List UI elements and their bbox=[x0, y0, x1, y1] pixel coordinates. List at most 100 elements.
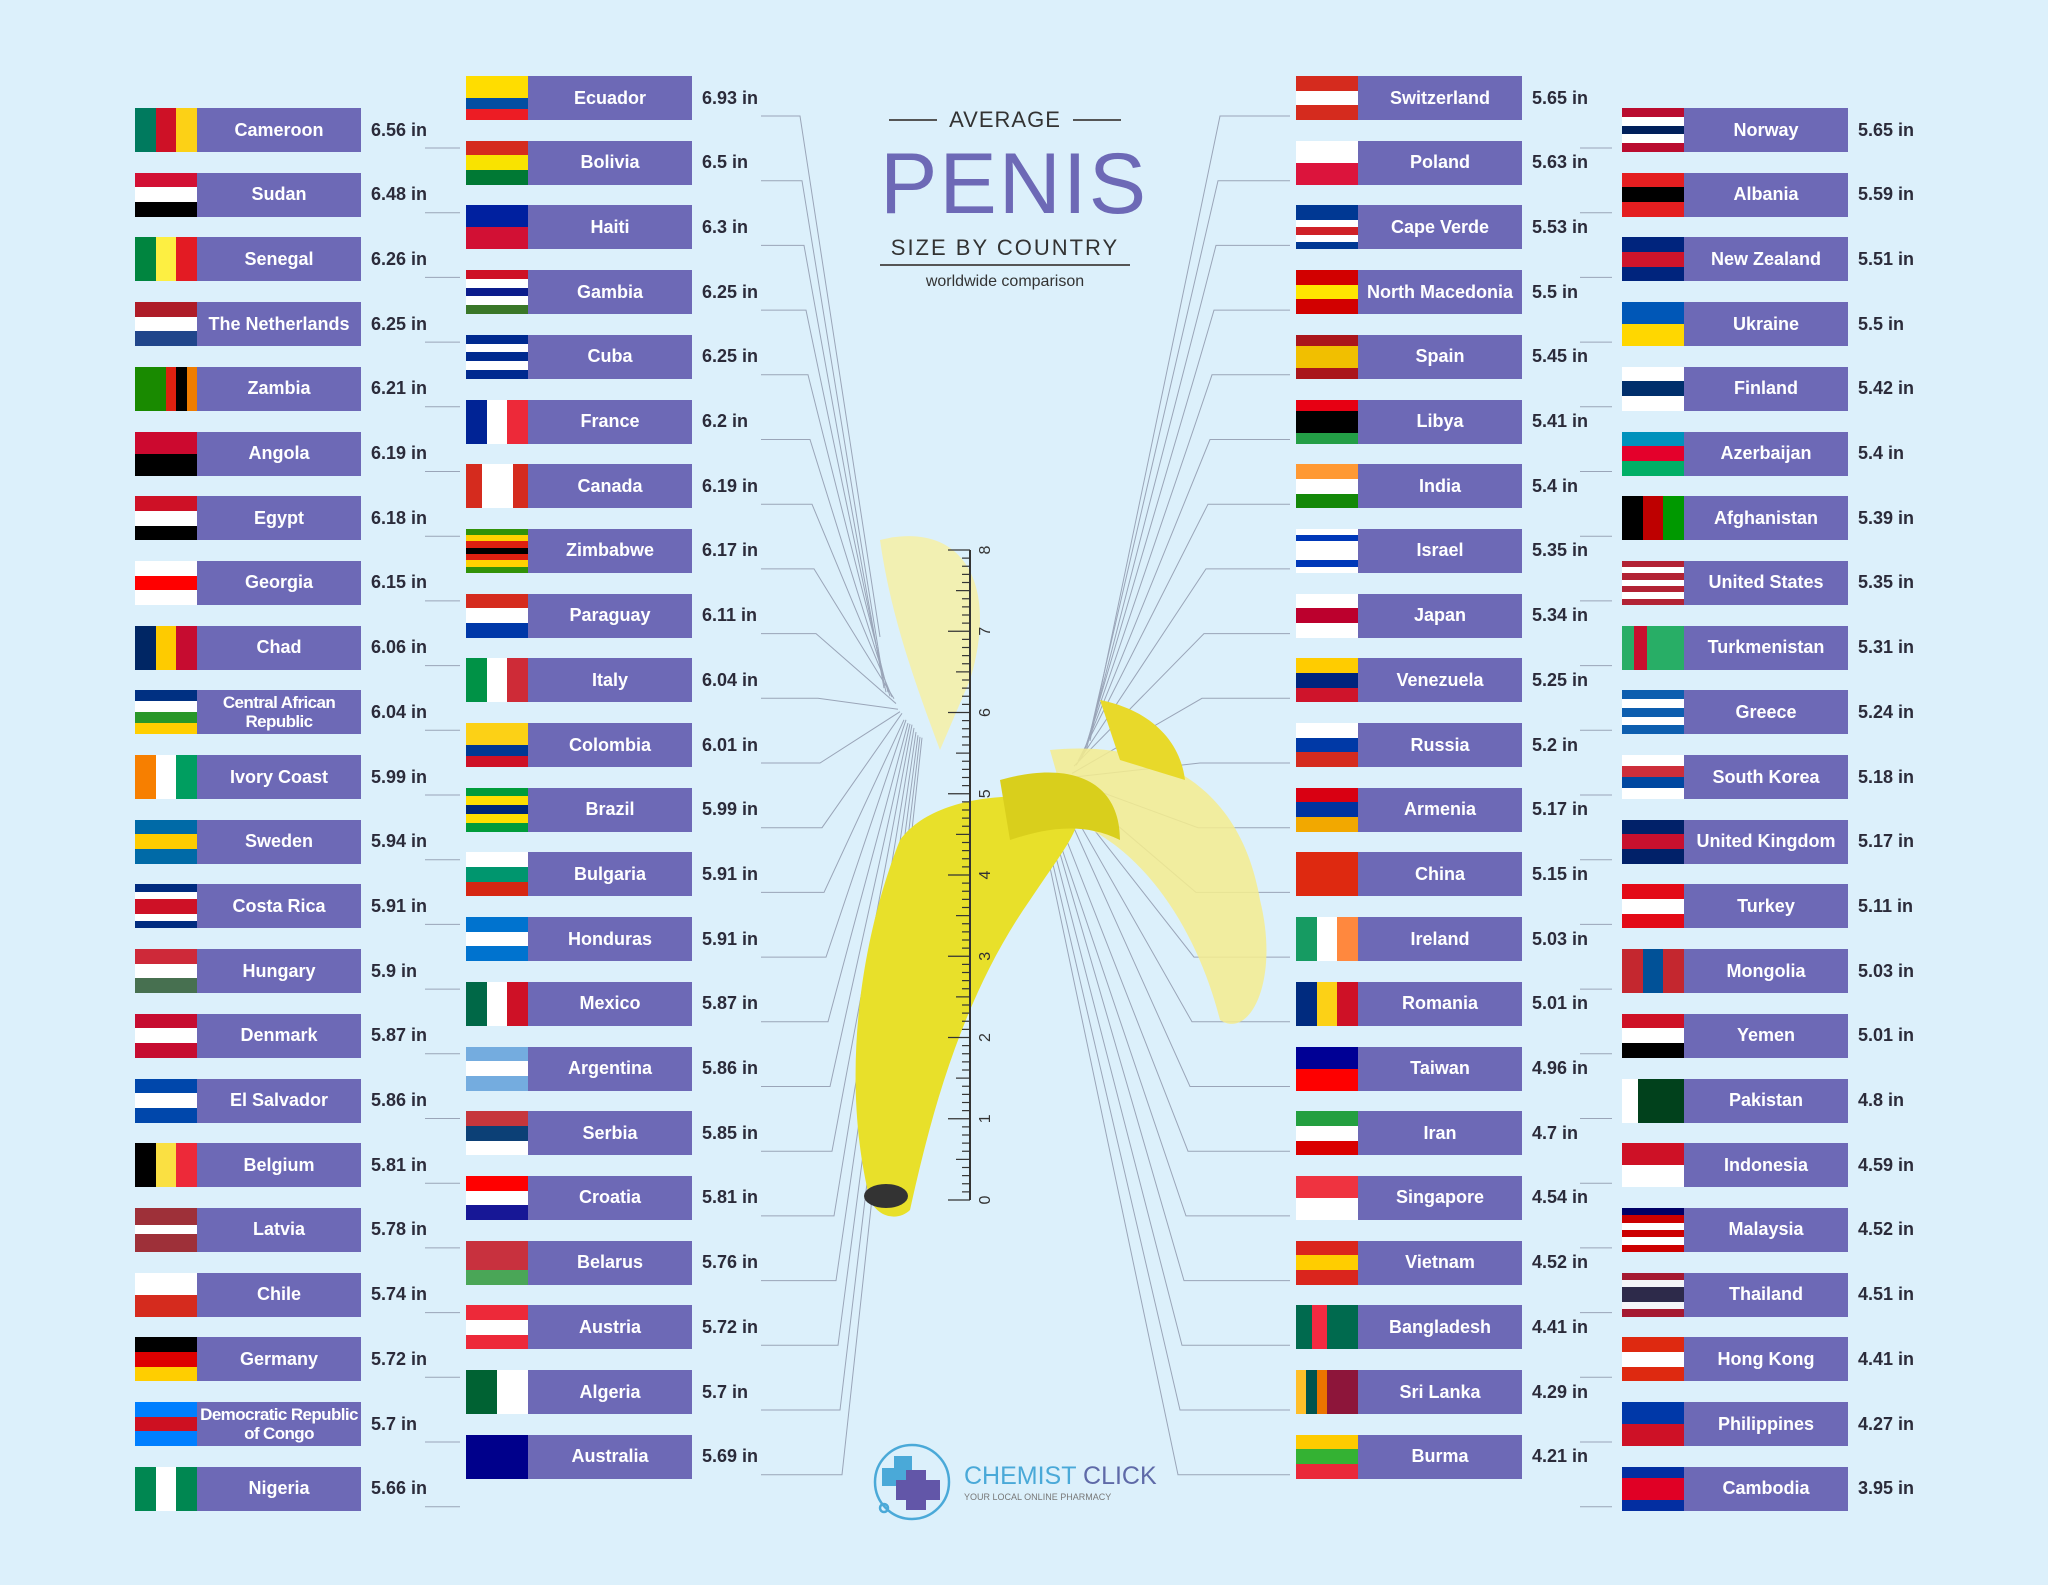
country-row: Norway 5.65 in bbox=[1622, 108, 1914, 152]
flag-icon bbox=[1296, 1370, 1358, 1414]
country-label: Azerbaijan bbox=[1684, 431, 1848, 476]
flag-icon bbox=[135, 496, 197, 541]
country-row: Philippines 4.27 in bbox=[1622, 1402, 1914, 1446]
country-row: Algeria 5.7 in bbox=[466, 1370, 748, 1414]
flag-icon bbox=[1622, 1207, 1684, 1252]
flag-icon bbox=[1622, 108, 1684, 152]
country-label: Israel bbox=[1358, 528, 1522, 573]
value-label: 5.87 in bbox=[702, 993, 759, 1014]
logo-name-a: CHEMIST bbox=[964, 1462, 1077, 1490]
country-row: Albania 5.59 in bbox=[1622, 172, 1914, 217]
country-label: El Salvador bbox=[197, 1078, 361, 1123]
value-label: 5.42 in bbox=[1858, 378, 1915, 399]
country-row: Hong Kong 4.41 in bbox=[1622, 1337, 1914, 1382]
country-row: France 6.2 in bbox=[466, 399, 748, 444]
value-label: 6.17 in bbox=[702, 540, 759, 561]
flag-icon bbox=[1622, 172, 1684, 217]
country-label: Zimbabwe bbox=[528, 528, 692, 573]
flag-icon bbox=[1296, 76, 1358, 120]
country-label: United Kingdom bbox=[1684, 819, 1848, 864]
country-label: Algeria bbox=[528, 1370, 692, 1414]
country-label: Yemen bbox=[1684, 1013, 1848, 1058]
country-label: France bbox=[528, 399, 692, 444]
connector-line bbox=[761, 244, 885, 689]
country-label: Russia bbox=[1358, 723, 1522, 767]
connector-line bbox=[761, 724, 913, 1152]
flag-icon bbox=[1296, 1305, 1358, 1350]
country-label: Senegal bbox=[197, 237, 361, 282]
country-row: Bulgaria 5.91 in bbox=[466, 852, 758, 897]
country-row: China 5.15 in bbox=[1296, 852, 1588, 897]
connector-line bbox=[1089, 115, 1290, 742]
country-label: Spain bbox=[1358, 334, 1522, 379]
country-label: Sudan bbox=[197, 172, 361, 217]
country-row: Cape Verde 5.53 in bbox=[1296, 205, 1588, 250]
country-label: Argentina bbox=[528, 1046, 692, 1091]
connector-line bbox=[761, 711, 901, 764]
country-label: Italy bbox=[528, 658, 692, 703]
country-row: North Macedonia 5.5 in bbox=[1296, 270, 1578, 315]
value-label: 5.25 in bbox=[1532, 669, 1589, 690]
value-label: 5.03 in bbox=[1532, 928, 1589, 949]
flag-icon bbox=[1296, 464, 1358, 509]
value-label: 4.21 in bbox=[1532, 1446, 1589, 1467]
country-label: Central African Republic bbox=[197, 690, 361, 735]
value-label: 5.72 in bbox=[702, 1316, 759, 1337]
country-row: Romania 5.01 in bbox=[1296, 981, 1589, 1026]
banana-peel-top bbox=[1100, 700, 1185, 780]
flag-icon bbox=[135, 302, 197, 347]
value-label: 5.65 in bbox=[1858, 119, 1915, 140]
country-label: The Netherlands bbox=[197, 302, 361, 347]
flag-icon bbox=[1622, 819, 1684, 864]
country-label: Cameroon bbox=[197, 108, 361, 152]
country-label: Costa Rica bbox=[197, 884, 361, 929]
value-label: 6.01 in bbox=[702, 734, 759, 755]
country-label: Thailand bbox=[1684, 1272, 1848, 1317]
value-label: 5.17 in bbox=[1858, 831, 1915, 852]
flag-icon bbox=[135, 1466, 197, 1511]
flag-icon bbox=[466, 1111, 528, 1156]
country-label: India bbox=[1358, 464, 1522, 509]
country-label: Ivory Coast bbox=[197, 755, 361, 799]
value-label: 5.35 in bbox=[1858, 572, 1915, 593]
value-label: 6.06 in bbox=[371, 637, 428, 658]
flag-icon bbox=[466, 658, 528, 703]
country-label: New Zealand bbox=[1684, 237, 1848, 282]
flag-icon bbox=[135, 949, 197, 994]
connector-line bbox=[761, 503, 893, 698]
value-label: 4.51 in bbox=[1858, 1284, 1915, 1305]
flag-icon bbox=[1296, 658, 1358, 703]
connector-line bbox=[1075, 568, 1290, 766]
ruler-tick-label: 4 bbox=[977, 870, 994, 879]
country-label: Bangladesh bbox=[1358, 1305, 1522, 1350]
value-label: 6.19 in bbox=[702, 475, 759, 496]
value-label: 6.18 in bbox=[371, 507, 428, 528]
chemist-click-logo: CHEMIST CLICK YOUR LOCAL ONLINE PHARMACY bbox=[872, 1442, 1157, 1522]
country-row: New Zealand 5.51 in bbox=[1622, 237, 1914, 282]
value-label: 5.91 in bbox=[371, 895, 428, 916]
value-label: 5.41 in bbox=[1532, 411, 1589, 431]
connector-line bbox=[761, 374, 889, 693]
country-row: Sri Lanka 4.29 in bbox=[1296, 1370, 1588, 1414]
country-row: Russia 5.2 in bbox=[1296, 723, 1578, 767]
value-label: 6.21 in bbox=[371, 378, 428, 399]
country-row: Hungary 5.9 in bbox=[135, 949, 417, 994]
country-label: Taiwan bbox=[1358, 1046, 1522, 1091]
country-row: Honduras 5.91 in bbox=[466, 917, 758, 962]
flag-icon bbox=[466, 1305, 528, 1350]
flag-icon bbox=[135, 108, 197, 152]
value-label: 5.85 in bbox=[702, 1122, 759, 1143]
country-label: Croatia bbox=[528, 1175, 692, 1220]
connector-line bbox=[1087, 180, 1290, 743]
value-label: 5.01 in bbox=[1532, 993, 1589, 1014]
flag-icon bbox=[1622, 560, 1684, 605]
ruler-tick-label: 3 bbox=[977, 952, 994, 961]
country-row: Cambodia 3.95 in bbox=[1622, 1466, 1914, 1511]
chart-title: AVERAGE PENIS SIZE BY COUNTRY worldwide … bbox=[880, 106, 1146, 292]
ruler: 0 1 2 3 4 5 6 7 8 bbox=[948, 545, 994, 1204]
flag-icon bbox=[135, 625, 197, 670]
country-label: Democratic Republic of Congo bbox=[197, 1402, 361, 1446]
flag-icon bbox=[1622, 1337, 1684, 1382]
value-label: 4.52 in bbox=[1532, 1252, 1589, 1273]
flag-icon bbox=[1296, 723, 1358, 767]
